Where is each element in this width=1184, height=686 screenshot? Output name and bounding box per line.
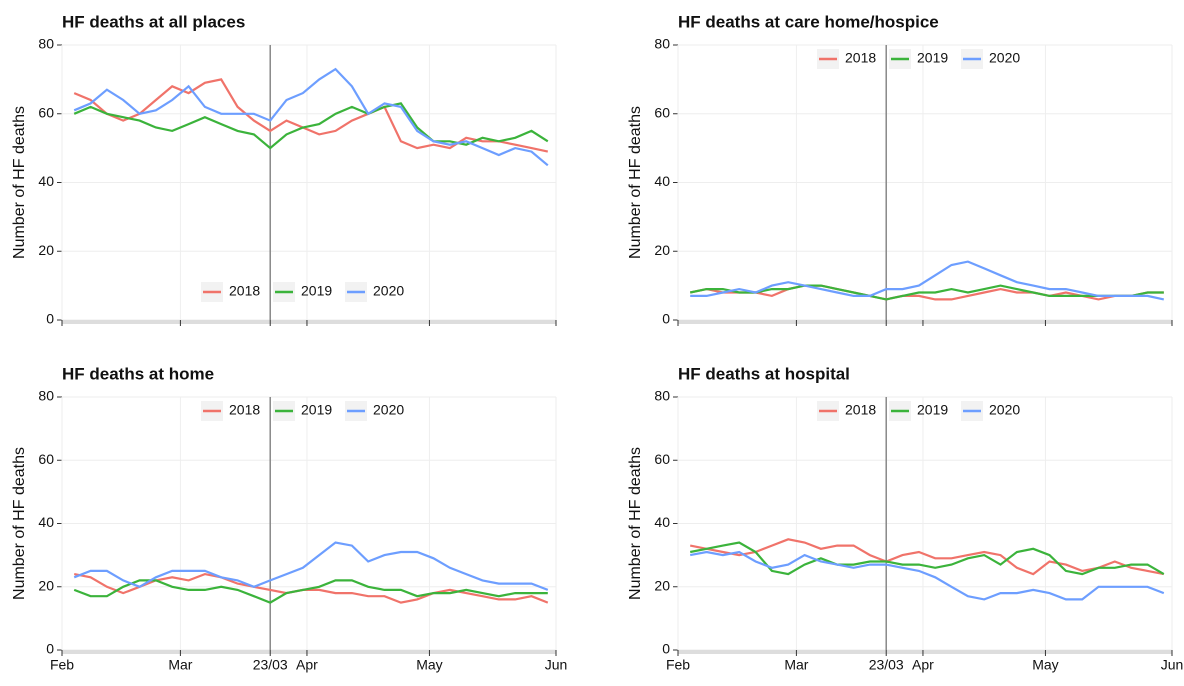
y-tick-label: 0 <box>662 311 670 327</box>
legend-label: 2019 <box>917 50 948 66</box>
x-tick-label: Feb <box>50 657 74 673</box>
x-tick-label: Apr <box>912 657 934 673</box>
x-tick-label: May <box>1032 657 1058 673</box>
legend-label: 2020 <box>373 283 404 299</box>
y-tick-label: 20 <box>654 577 670 593</box>
y-tick-label: 80 <box>654 388 670 404</box>
y-tick-label: 80 <box>38 388 54 404</box>
y-axis-label: Number of HF deaths <box>627 447 644 600</box>
x-tick-label: Apr <box>296 657 318 673</box>
data-line <box>73 541 549 591</box>
data-line <box>690 260 1165 301</box>
x-tick-label: Mar <box>784 657 808 673</box>
legend-label: 2020 <box>373 402 404 418</box>
chart-title: HF deaths at all places <box>62 12 245 31</box>
x-tick-label: May <box>416 657 442 673</box>
data-line <box>689 541 1165 576</box>
legend-label: 2018 <box>845 402 876 418</box>
data-line <box>73 579 548 604</box>
y-tick-label: 60 <box>654 451 670 467</box>
legend-label: 2019 <box>917 402 948 418</box>
y-tick-label: 40 <box>654 514 670 530</box>
data-line <box>689 550 1165 601</box>
x-tick-label: Feb <box>666 657 690 673</box>
y-tick-label: 60 <box>38 104 54 120</box>
legend-label: 2020 <box>989 402 1020 418</box>
legend-label: 2019 <box>301 283 332 299</box>
x-tick-label: Jun <box>1161 657 1184 673</box>
data-line <box>73 67 549 167</box>
x-tick-label: 23/03 <box>869 657 904 673</box>
y-axis-label: Number of HF deaths <box>627 106 644 259</box>
x-tick-label: 23/03 <box>253 657 288 673</box>
data-line <box>689 284 1164 301</box>
y-tick-label: 0 <box>46 641 54 657</box>
y-tick-label: 20 <box>654 242 670 258</box>
x-tick-label: Mar <box>168 657 192 673</box>
chart-title: HF deaths at home <box>62 364 214 383</box>
y-tick-label: 60 <box>38 451 54 467</box>
legend-label: 2019 <box>301 402 332 418</box>
chart-title: HF deaths at hospital <box>678 364 850 383</box>
legend-label: 2018 <box>229 402 260 418</box>
y-axis-label: Number of HF deaths <box>11 447 28 600</box>
legend-label: 2018 <box>229 283 260 299</box>
legend-label: 2018 <box>845 50 876 66</box>
y-axis-label: Number of HF deaths <box>11 106 28 259</box>
data-line <box>689 538 1165 576</box>
y-tick-label: 20 <box>38 242 54 258</box>
y-tick-label: 0 <box>46 311 54 327</box>
y-tick-label: 40 <box>38 173 54 189</box>
y-tick-label: 40 <box>654 173 670 189</box>
y-tick-label: 40 <box>38 514 54 530</box>
y-tick-label: 80 <box>654 36 670 52</box>
legend-label: 2020 <box>989 50 1020 66</box>
y-tick-label: 80 <box>38 36 54 52</box>
x-tick-label: Jun <box>545 657 568 673</box>
y-tick-label: 20 <box>38 577 54 593</box>
chart-title: HF deaths at care home/hospice <box>678 12 939 31</box>
data-line <box>73 78 549 153</box>
y-tick-label: 60 <box>654 104 670 120</box>
y-tick-label: 0 <box>662 641 670 657</box>
